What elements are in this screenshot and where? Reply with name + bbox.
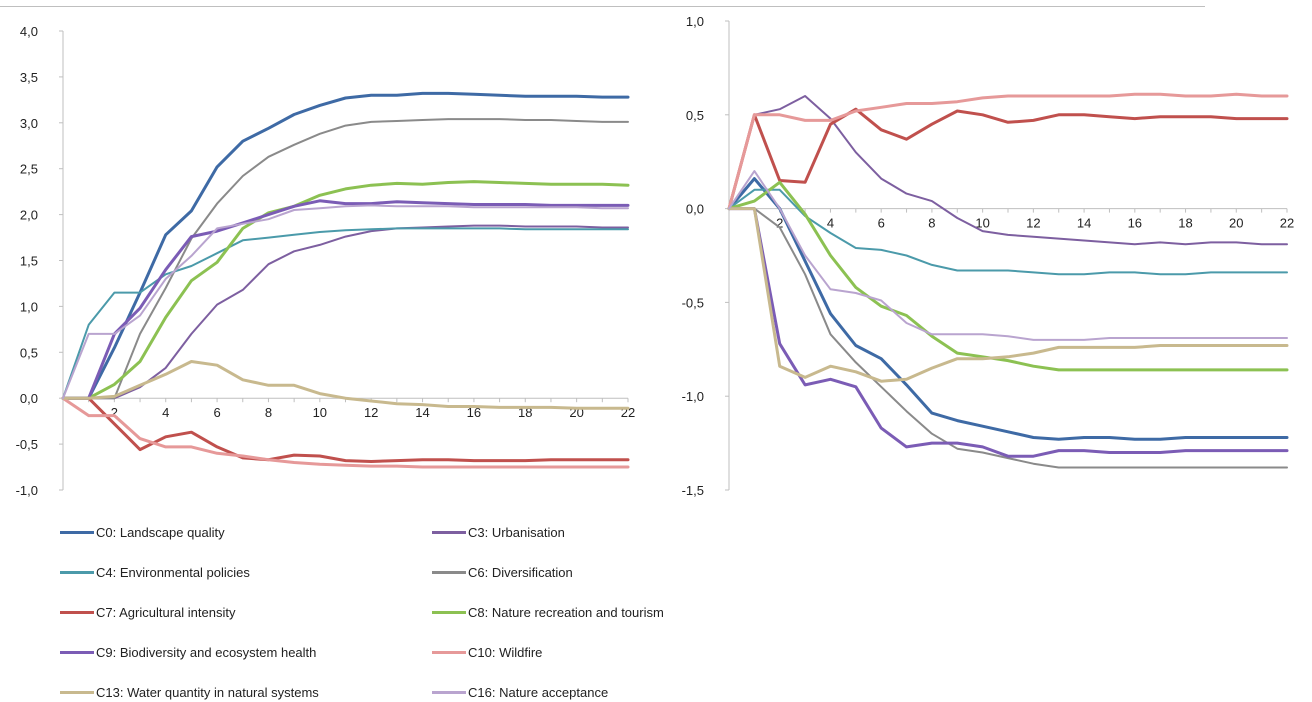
y-tick-label: 3,5 bbox=[20, 70, 38, 85]
x-tick-label: 4 bbox=[827, 216, 834, 231]
legend-swatch bbox=[60, 530, 94, 534]
x-tick-label: 2 bbox=[111, 405, 118, 420]
y-tick-label: 1,0 bbox=[20, 299, 38, 314]
x-tick-label: 16 bbox=[1128, 216, 1142, 231]
legend-swatch bbox=[432, 610, 466, 614]
series-line-0-7 bbox=[61, 396, 630, 469]
x-tick-label: 6 bbox=[878, 216, 885, 231]
y-tick-label: 4,0 bbox=[20, 24, 38, 39]
x-tick-label: 16 bbox=[467, 405, 481, 420]
series-line-0-0 bbox=[61, 91, 630, 400]
x-tick-label: 8 bbox=[265, 405, 272, 420]
legend-swatch bbox=[432, 690, 466, 694]
legend-label: C9: Biodiversity and ecosystem health bbox=[96, 644, 317, 660]
y-tick-label: -1,0 bbox=[16, 483, 38, 498]
series-line-0-4 bbox=[61, 396, 630, 463]
x-tick-label: 4 bbox=[162, 405, 169, 420]
legend-label: C0: Landscape quality bbox=[96, 524, 225, 540]
y-tick-label: 0,5 bbox=[686, 108, 704, 123]
legend-item: C10: Wildfire bbox=[432, 642, 542, 662]
y-tick-label: 1,0 bbox=[686, 14, 704, 29]
y-tick-label: -1,0 bbox=[682, 389, 704, 404]
series-line-1-3 bbox=[728, 207, 1288, 469]
x-tick-label: 12 bbox=[364, 405, 378, 420]
legend-item: C13: Water quantity in natural systems bbox=[60, 682, 319, 702]
top-divider bbox=[0, 6, 1205, 7]
legend-label: C8: Nature recreation and tourism bbox=[468, 604, 664, 620]
y-tick-label: 3,0 bbox=[20, 116, 38, 131]
y-tick-label: -0,5 bbox=[16, 437, 38, 452]
x-tick-label: 22 bbox=[1280, 216, 1294, 231]
series-line-1-5 bbox=[727, 180, 1289, 372]
legend-item: C0: Landscape quality bbox=[60, 522, 225, 542]
legend-swatch bbox=[60, 610, 94, 614]
legend-label: C4: Environmental policies bbox=[96, 564, 250, 580]
legend-item: C3: Urbanisation bbox=[432, 522, 565, 542]
legend-label: C7: Agricultural intensity bbox=[96, 604, 236, 620]
series-line-1-4 bbox=[727, 107, 1289, 211]
legend-swatch bbox=[60, 650, 94, 654]
legend-item: C4: Environmental policies bbox=[60, 562, 250, 582]
legend-swatch bbox=[432, 650, 466, 654]
x-tick-label: 8 bbox=[928, 216, 935, 231]
y-tick-label: -1,5 bbox=[682, 483, 704, 498]
legend-swatch bbox=[432, 530, 466, 534]
x-tick-label: 20 bbox=[1229, 216, 1243, 231]
x-tick-label: 14 bbox=[1077, 216, 1091, 231]
series-line-0-3 bbox=[62, 118, 629, 400]
series-line-0-1 bbox=[62, 224, 629, 400]
legend-label: C13: Water quantity in natural systems bbox=[96, 684, 319, 700]
x-tick-label: 18 bbox=[1178, 216, 1192, 231]
x-tick-label: 18 bbox=[518, 405, 532, 420]
y-tick-label: 2,5 bbox=[20, 162, 38, 177]
series-line-1-1 bbox=[728, 95, 1288, 246]
legend-item: C7: Agricultural intensity bbox=[60, 602, 235, 622]
legend-swatch bbox=[60, 690, 94, 694]
y-tick-label: -0,5 bbox=[682, 295, 704, 310]
series-line-0-9 bbox=[62, 204, 629, 400]
y-tick-label: 0,0 bbox=[20, 391, 38, 406]
x-tick-label: 14 bbox=[415, 405, 429, 420]
legend-label: C6: Diversification bbox=[468, 564, 573, 580]
legend-item: C9: Biodiversity and ecosystem health bbox=[60, 642, 316, 662]
x-tick-label: 12 bbox=[1026, 216, 1040, 231]
series-line-1-7 bbox=[727, 92, 1289, 211]
legend-item: C16: Nature acceptance bbox=[432, 682, 608, 702]
series-line-1-9 bbox=[728, 170, 1288, 341]
series-line-0-8 bbox=[61, 360, 630, 410]
series-line-0-2 bbox=[62, 227, 629, 400]
x-tick-label: 2 bbox=[776, 216, 783, 231]
legend-label: C10: Wildfire bbox=[468, 644, 543, 660]
legend-swatch bbox=[432, 570, 466, 574]
legend-swatch bbox=[60, 570, 94, 574]
y-tick-label: 0,0 bbox=[686, 202, 704, 217]
series-line-0-6 bbox=[61, 199, 630, 400]
x-tick-label: 10 bbox=[313, 405, 327, 420]
x-tick-label: 6 bbox=[213, 405, 220, 420]
series-line-0-5 bbox=[61, 180, 630, 400]
series-line-1-2 bbox=[728, 188, 1288, 276]
x-tick-label: 10 bbox=[975, 216, 989, 231]
series-line-1-6 bbox=[727, 207, 1289, 458]
legend-label: C3: Urbanisation bbox=[468, 524, 565, 540]
legend-item: C8: Nature recreation and tourism bbox=[432, 602, 664, 622]
series-line-1-0 bbox=[727, 177, 1289, 441]
y-tick-label: 0,5 bbox=[20, 345, 38, 360]
y-tick-label: 2,0 bbox=[20, 208, 38, 223]
y-tick-label: 1,5 bbox=[20, 254, 38, 269]
legend-item: C6: Diversification bbox=[432, 562, 573, 582]
legend-label: C16: Nature acceptance bbox=[468, 684, 609, 700]
series-line-1-8 bbox=[727, 207, 1289, 383]
